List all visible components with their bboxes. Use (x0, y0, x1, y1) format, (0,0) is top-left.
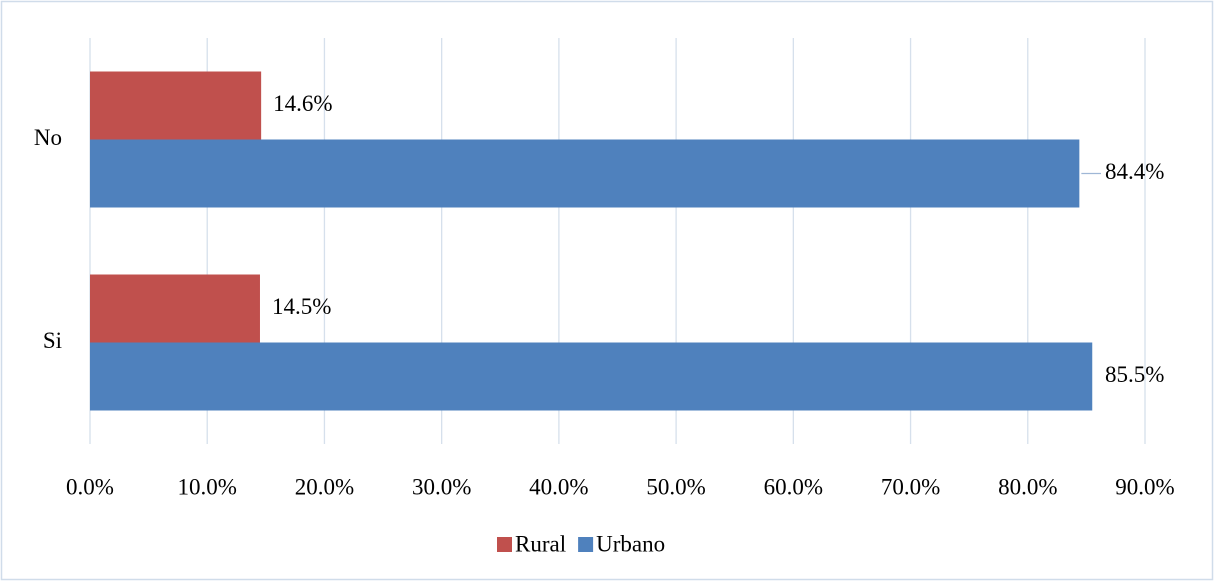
data-label: 84.4% (1105, 159, 1164, 184)
bar (90, 342, 1093, 411)
bar (90, 139, 1080, 208)
y-tick-label: Si (43, 328, 62, 353)
legend-swatch (578, 537, 594, 552)
data-label: 85.5% (1105, 362, 1164, 387)
x-tick-label: 0.0% (66, 474, 114, 499)
x-tick-label: 20.0% (295, 474, 354, 499)
x-tick-label: 50.0% (646, 474, 705, 499)
x-tick-label: 90.0% (1115, 474, 1174, 499)
x-tick-label: 60.0% (764, 474, 823, 499)
y-tick-label: No (34, 125, 62, 150)
x-tick-label: 40.0% (529, 474, 588, 499)
bar (90, 274, 260, 343)
legend-label: Urbano (596, 531, 665, 556)
x-tick-label: 30.0% (412, 474, 471, 499)
legend-swatch (497, 537, 512, 552)
bar (90, 71, 262, 140)
data-label: 14.6% (273, 91, 332, 116)
x-tick-label: 10.0% (178, 474, 237, 499)
x-tick-label: 80.0% (998, 474, 1057, 499)
x-tick-label: 70.0% (881, 474, 940, 499)
legend-label: Rural (515, 531, 566, 556)
data-label: 14.5% (272, 294, 331, 319)
